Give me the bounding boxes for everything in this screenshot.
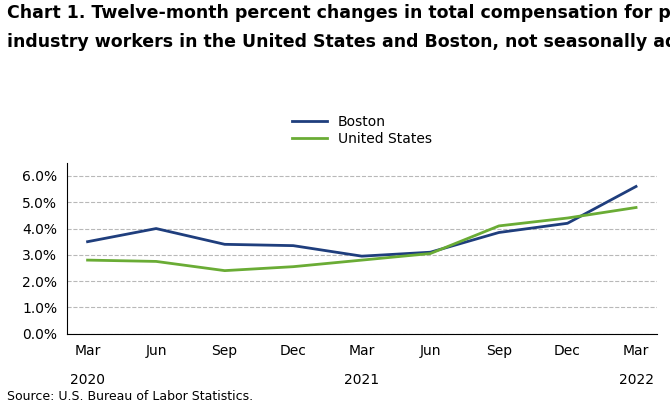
Boston [495,230,503,235]
United States [152,259,160,264]
Boston [152,226,160,231]
United States [358,258,366,263]
Text: 2020: 2020 [70,373,105,387]
United States [426,251,434,256]
Boston [563,221,572,226]
Line: United States: United States [88,208,636,271]
Boston [220,242,228,247]
Legend: Boston, United States: Boston, United States [292,115,431,146]
United States [84,258,92,263]
United States [563,216,572,221]
Boston [289,243,297,248]
Boston [426,250,434,255]
Line: Boston: Boston [88,186,636,256]
Boston [358,254,366,258]
Text: 2022: 2022 [618,373,653,387]
Text: Source: U.S. Bureau of Labor Statistics.: Source: U.S. Bureau of Labor Statistics. [7,390,253,403]
Boston [632,184,640,189]
Boston [84,239,92,244]
United States [220,268,228,273]
United States [495,223,503,228]
United States [632,205,640,210]
Text: industry workers in the United States and Boston, not seasonally adjusted: industry workers in the United States an… [7,33,670,50]
Text: Chart 1. Twelve-month percent changes in total compensation for private: Chart 1. Twelve-month percent changes in… [7,4,670,22]
Text: 2021: 2021 [344,373,379,387]
United States [289,264,297,269]
